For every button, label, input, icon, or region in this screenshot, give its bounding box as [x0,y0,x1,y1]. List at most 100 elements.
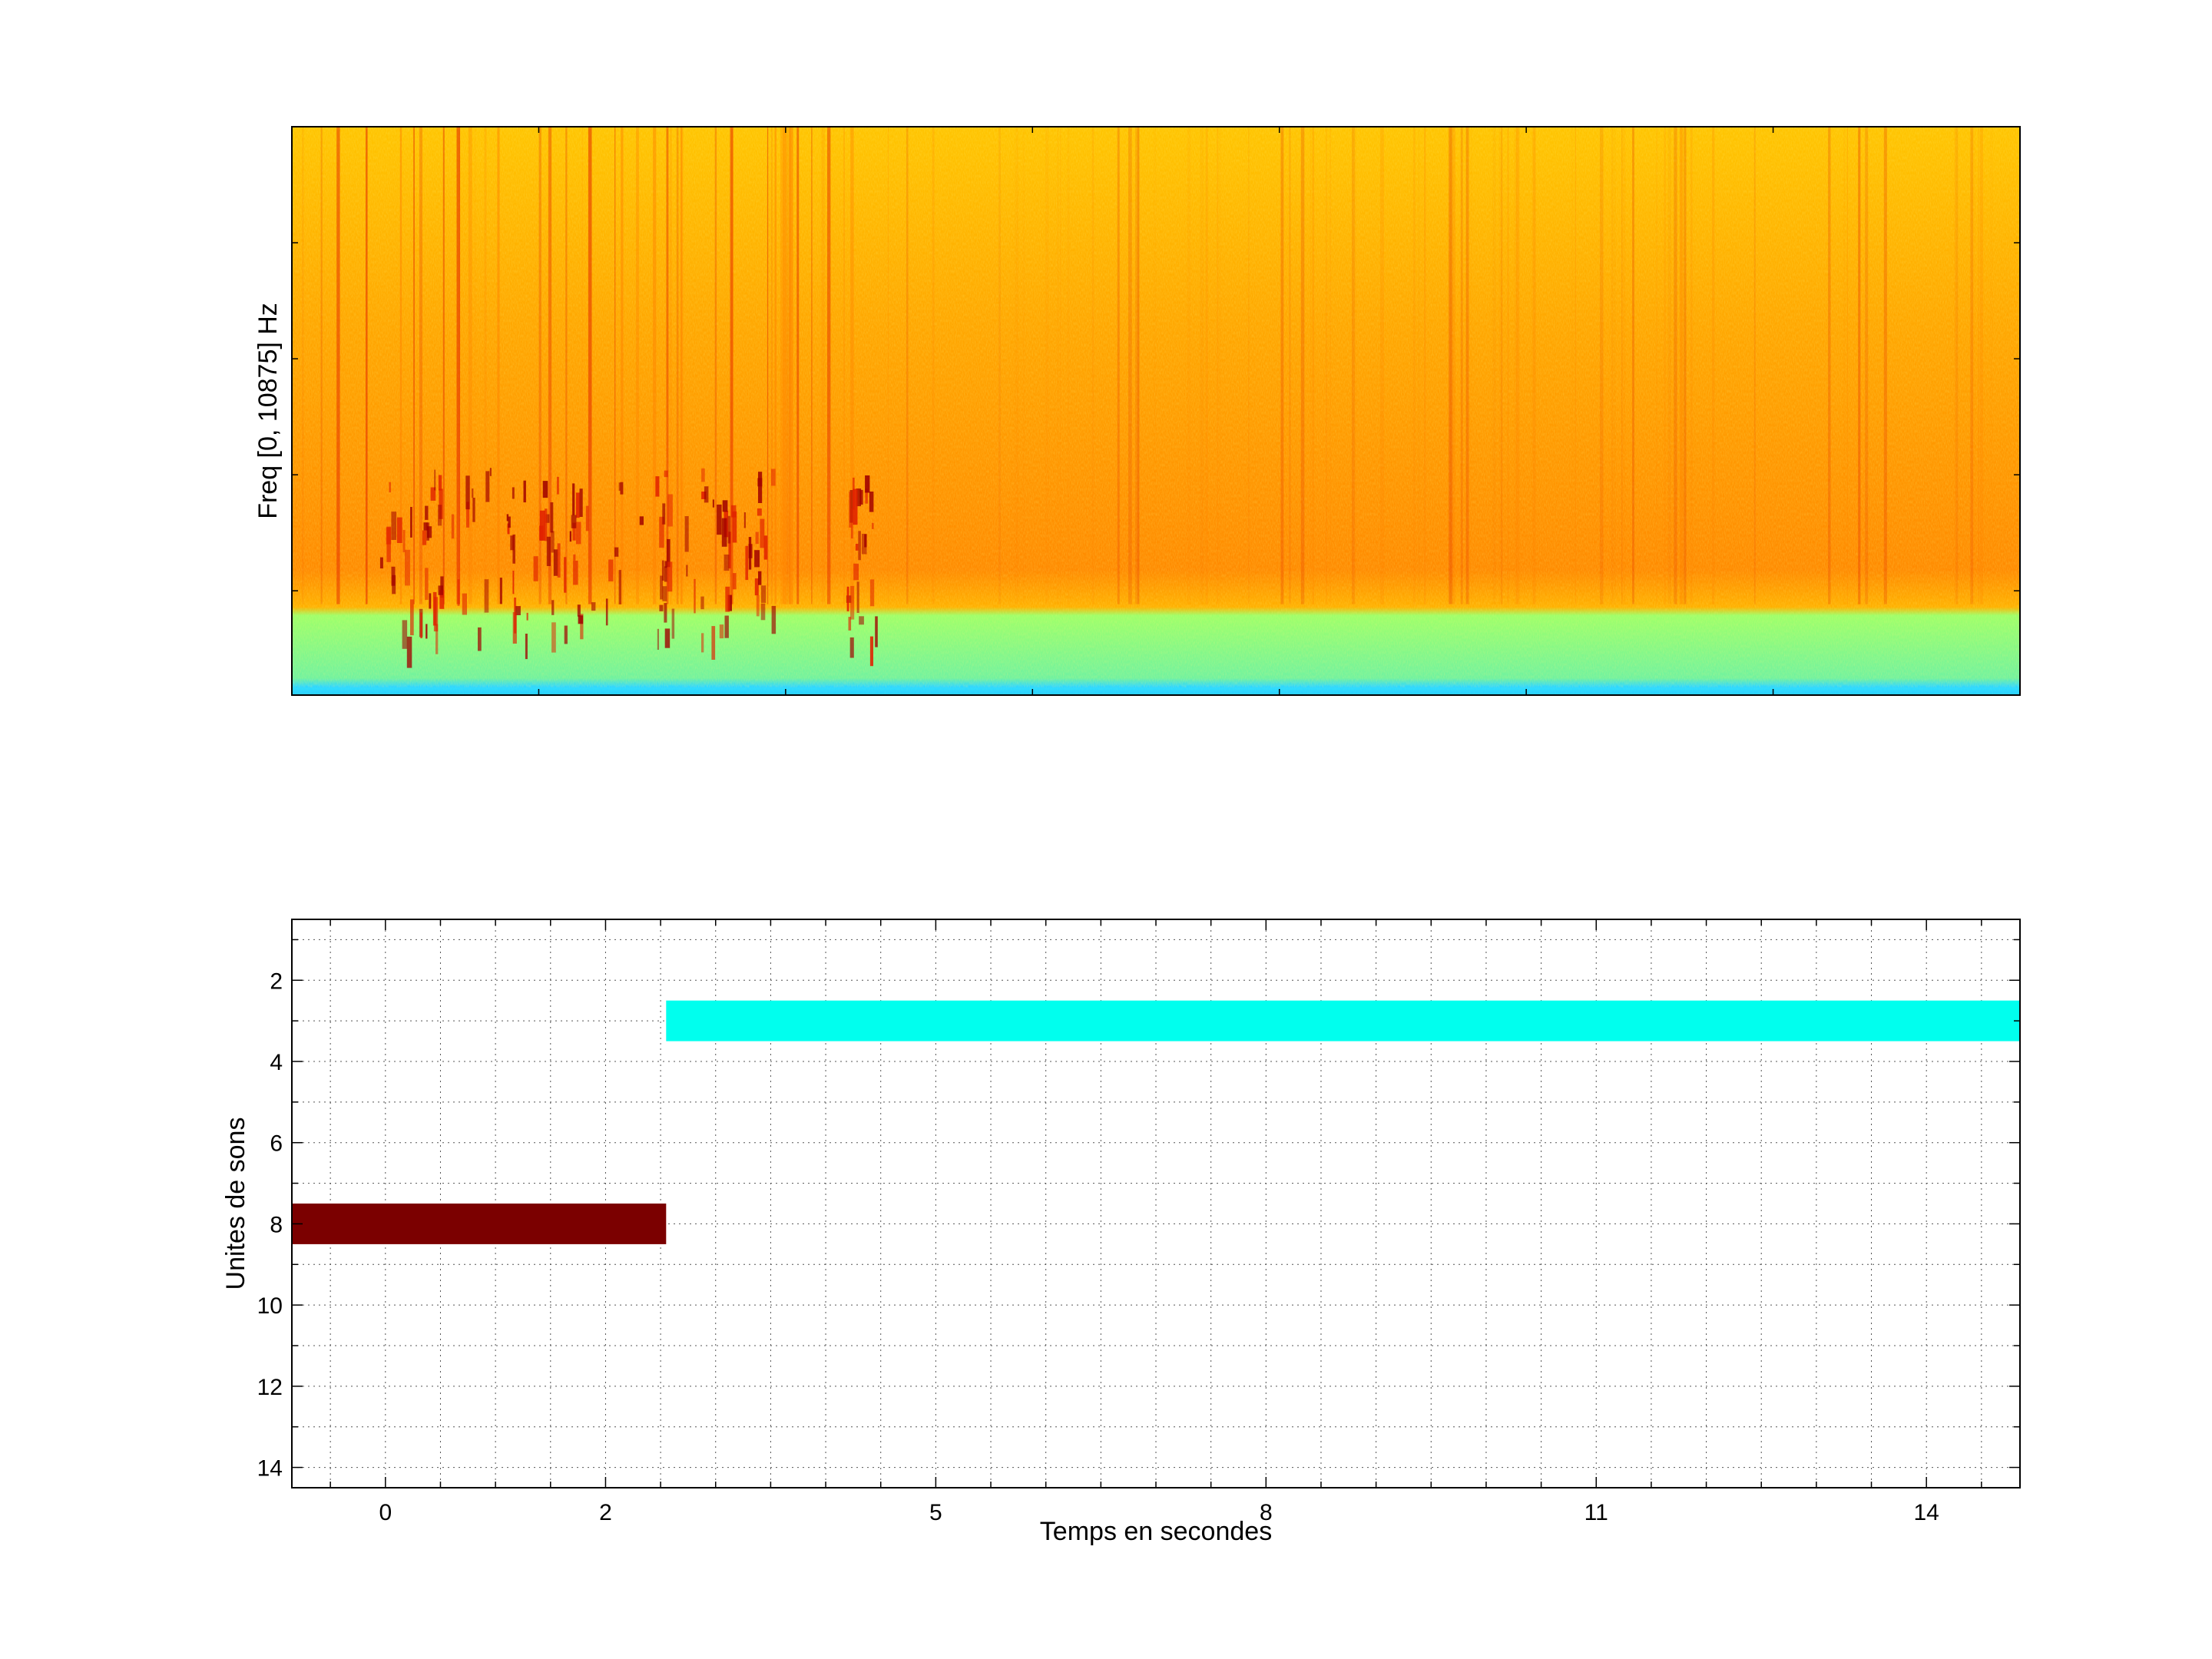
spectrogram-blob [701,492,707,499]
units-ticks [292,919,2020,1488]
spectrogram-blob [858,531,861,561]
spectrogram-blob [573,561,578,585]
spectrogram-blob [684,516,689,552]
spectrogram-streak [786,127,789,604]
spectrogram-blob [439,590,445,609]
spectrogram-streak [1828,127,1831,604]
spectrogram-blob [578,615,584,624]
spectrogram-blob [510,535,514,551]
spectrogram-blob [757,508,762,516]
spectrogram-blob [848,617,852,631]
spectrogram-streak [1380,127,1384,604]
spectrogram-blob [686,565,688,577]
spectrogram-blob [614,547,619,557]
spectrogram-blob [426,526,432,538]
spectrogram-streak [796,127,800,604]
spectrogram-blob [489,468,492,476]
spectrogram-blob [748,537,752,570]
spectrogram-blob [721,518,727,547]
spectrogram-streak [1656,127,1657,604]
spectrogram-streak [1955,127,1959,604]
spectrogram-streak [680,127,684,604]
spectrogram-streak [827,127,831,604]
spectrogram-blob [478,627,482,651]
spectrogram-blob [515,606,521,615]
spectrogram-blob [850,508,853,539]
spectrogram-streak [1217,127,1218,604]
spectrogram-blob [727,594,732,611]
spectrogram-streak [1682,127,1684,604]
spectrogram-streak [821,127,825,604]
spectrogram-panel: Freq [0, 10875] Hz [253,126,2021,696]
spectrogram-streak [1354,127,1356,604]
spectrogram-blob [396,517,402,543]
spectrogram-streak [1865,127,1869,604]
spectrogram-blob [580,614,584,640]
spectrogram-streak [1465,127,1469,604]
spectrogram-blob [451,514,455,539]
spectrogram-streak [1453,127,1455,604]
spectrogram-streak [1154,127,1157,604]
spectrogram-streak [1600,127,1604,604]
spectrogram-blob [745,545,749,581]
spectrogram-blob [572,522,576,541]
x-tick-label: 8 [1260,1500,1273,1525]
spectrogram-streak [1679,127,1683,604]
spectrogram-blob [579,488,583,517]
spectrogram-blob [438,585,443,595]
spectrogram-blob [659,516,664,548]
spectrogram-streak [790,127,793,604]
spectrogram-blob [434,469,436,491]
spectrogram-blob [662,586,667,601]
spectrogram-streak [1465,127,1468,604]
spectrogram-streak [1858,127,1861,604]
spectrogram-blob [512,612,517,644]
y-tick-label: 2 [270,969,283,994]
x-tick-label: 0 [379,1500,392,1525]
spectrogram-streak [770,127,773,604]
spectrogram-streak [1448,127,1452,604]
spectrogram-streak [1664,127,1666,604]
spectrogram-blob [849,637,854,658]
spectrogram-streak [788,127,791,604]
spectrogram-blob [571,515,577,528]
spectrogram-streak [581,127,583,604]
spectrogram-noise [292,127,2020,695]
spectrogram-streak [1667,127,1671,604]
spectrogram-blob [700,596,704,610]
spectrogram-streak [1514,127,1518,604]
spectrogram-blob [551,622,556,653]
spectrogram-blob [711,626,716,660]
spectrogram-blob [754,550,760,568]
spectrogram-streak [1575,127,1576,604]
spectrogram-streak [1205,127,1208,604]
units-x-tick-labels: 0 2 5 8 11 14 [379,1500,1939,1525]
spectrogram-streak [336,127,340,604]
spectrogram-blob [869,636,873,667]
spectrogram-blob [660,575,664,600]
spectrogram-streak [1449,127,1454,604]
spectrogram-streak [1846,127,1848,604]
spectrogram-streak [666,127,669,604]
spectrogram-blob [569,531,571,542]
spectrogram-blob [526,612,528,621]
spectrogram-ticks [292,127,2020,695]
spectrogram-streak [1280,127,1284,604]
spectrogram-frame [291,126,2021,696]
spectrogram-blob [758,472,763,503]
spectrogram-blob [457,579,460,606]
spectrogram-streak [1091,127,1094,604]
spectrogram-streak [1753,127,1756,604]
spectrogram-blob [664,628,671,648]
spectrogram-blob [608,559,614,581]
spectrogram-streak [548,127,552,604]
spectrogram-streak [1970,127,1974,604]
spectrogram-blob [712,499,714,508]
spectrogram-blob [575,492,580,518]
spectrogram-streak [1501,127,1503,604]
spectrogram-blob [499,578,502,604]
y-tick-label: 6 [270,1131,283,1157]
spectrogram-blob [551,600,555,615]
spectrogram-streak [1632,127,1634,604]
spectrogram-blob [661,560,664,581]
